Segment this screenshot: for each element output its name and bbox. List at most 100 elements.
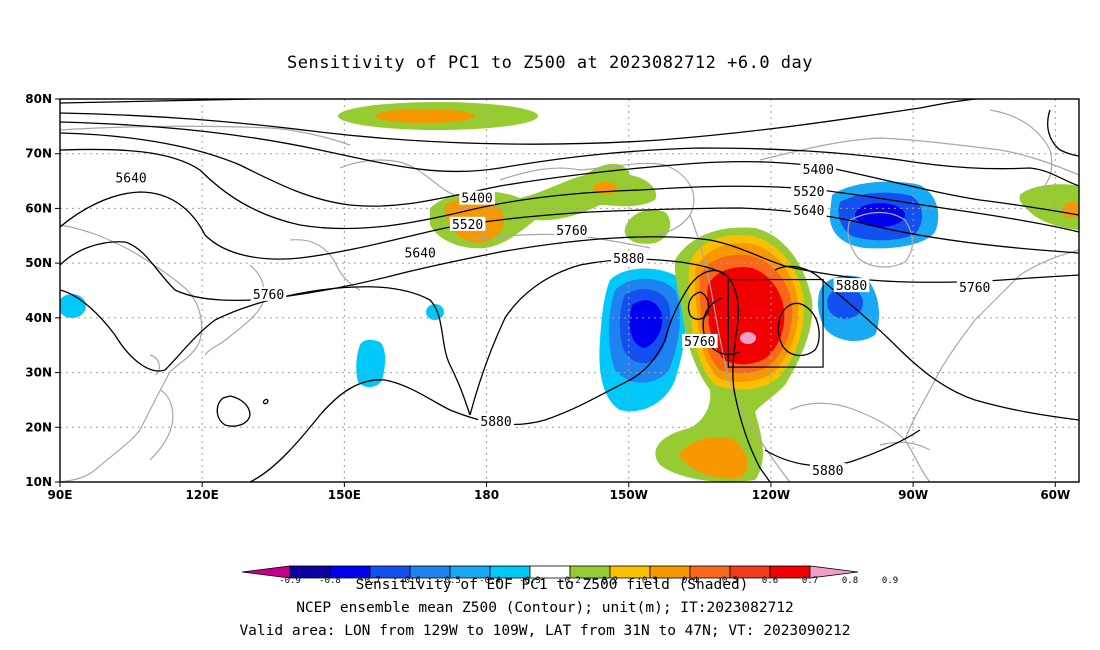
contour-label-2: 5520 [452,218,483,233]
colorbar: -0.9 -0.8 -0.7 -0.6 -0.5 -0.4 -0.3 -0.2 0.2 0.3 0.… [241,565,898,586]
contour-line-5 [60,148,1079,233]
contour-labels: 5640 5400 5520 5640 5760 5880 5760 5880 5760 5880… [113,162,993,479]
x-tick-label-3: 180 [474,488,499,502]
footer-line-1: Sensitivity of EOF PC1 to Z500 field (Sh… [356,577,749,593]
colorbar-label-8: 0.2 [602,576,618,586]
coastline-greenland [989,109,1053,191]
shade-pos-red [707,267,785,365]
x-tick-label-5: 120W [752,488,790,502]
coastline-taiwan [149,354,160,376]
shaded-sensitivity [60,102,1079,482]
map-frame [59,98,1080,483]
x-tick-label-4: 150W [610,488,648,502]
contour-label-12: 5520 [793,185,824,200]
contour-label-5: 5880 [480,415,511,430]
contour-line-18 [216,395,251,427]
contour-label-bg-0 [113,170,149,185]
x-tick-label-1: 120E [186,488,219,502]
coastline-canada-arctic [759,137,1079,176]
colorbar-label-7: -0.2 [559,576,581,586]
coastline-alaska [499,162,695,239]
contour-label-3: 5640 [405,246,436,261]
contour-line-14 [687,291,710,320]
contour-line-16 [764,429,921,467]
contour-label-10: 5880 [812,464,843,479]
contour-line-3 [60,121,1079,187]
x-tick-label-2: 150E [328,488,361,502]
contour-label-bg-12 [791,184,827,199]
colorbar-label-11: 0.5 [722,576,738,586]
coastline-kamchatka [289,239,361,291]
contour-label-bg-7 [610,250,647,265]
contour-label-0: 5640 [115,171,146,186]
contour-line-19 [262,398,269,405]
coastline-na-east [904,249,1079,441]
x-tick-label-6: 90W [898,488,928,502]
coastline-philippines [149,389,174,461]
coastline-hudson [847,211,914,268]
contour-label-bg-10 [810,463,846,478]
contour-label-bg-9 [833,278,870,293]
contour-line-2 [60,99,1010,145]
y-tick-label-1: 20N [25,420,52,434]
y-tick-label-6: 70N [25,147,52,161]
contour-label-9: 5880 [836,279,867,294]
colorbar-label-9: 0.3 [642,576,658,586]
y-tick-label-5: 60N [25,201,52,215]
coastline-gulf [789,402,931,482]
contour-line-9 [469,258,726,416]
shade-pos-orange-south [678,436,748,479]
y-tick-label-4: 50N [25,256,52,270]
coastline-asia-east [60,224,203,482]
contour-line-8 [60,286,471,416]
colorbar-label-0: -0.9 [279,576,301,586]
coastline-arctic-1 [60,125,351,146]
shade-pos-pink [740,332,756,344]
colorbar-label-15: 0.9 [882,576,898,586]
colorbar-label-14: 0.8 [842,576,858,586]
contour-line-10 [249,339,666,482]
x-tick-label-0: 90E [48,488,73,502]
y-tick-label-2: 30N [25,366,52,380]
contour-label-bg-11 [800,162,837,177]
contour-line-7 [60,236,1079,302]
y-tick-label-3: 40N [25,311,52,325]
y-tick-label-7: 80N [25,92,52,106]
colorbar-label-6: -0.3 [519,576,541,586]
contour-line-12 [774,265,1079,421]
y-tick-label-0: 10N [25,475,52,489]
shade-atlantic-green [1019,184,1079,230]
contour-label-bg-13 [791,203,827,218]
coastline-na-west [689,214,791,482]
shade-cyan-left [356,339,386,388]
colorbar-label-4: -0.5 [439,576,461,586]
shade-neg-core [629,300,663,348]
axis-ticks: 90E 120E 150E 180 150W 120W 90W 60W 10N 20N 30N 40N… [25,92,1070,502]
contour-line-15 [777,302,820,357]
coastline-japan [204,264,265,356]
shade-east-neg-core [855,203,905,227]
shade-cyan-small [426,304,444,320]
colorbar-label-3: -0.6 [399,576,421,586]
contour-label-bg-2 [449,216,486,231]
colorbar-label-12: 0.6 [762,576,778,586]
contour-line-11 [664,269,771,482]
contour-label-1: 5400 [461,192,492,207]
contour-line-4 [60,132,1079,216]
colorbar-label-5: -0.4 [479,576,501,586]
contour-label-bg-14 [956,279,993,294]
shade-gulf-green [624,209,671,244]
contour-label-4: 5760 [253,288,284,303]
contour-label-7: 5880 [613,252,644,267]
footer-line-2: NCEP ensemble mean Z500 (Contour); unit(… [296,600,794,616]
colorbar-label-1: -0.8 [319,576,341,586]
z500-contours [60,99,1079,482]
shade-east-neg2-inner [827,287,863,319]
contour-label-11: 5400 [803,163,834,178]
coastlines [60,109,1079,482]
footer-line-3: Valid area: LON from 129W to 109W, LAT f… [239,623,850,639]
contour-line-17 [1047,109,1079,157]
coastline-cuba [879,441,931,451]
contour-label-14: 5760 [959,281,990,296]
contour-label-8: 5760 [684,335,715,350]
